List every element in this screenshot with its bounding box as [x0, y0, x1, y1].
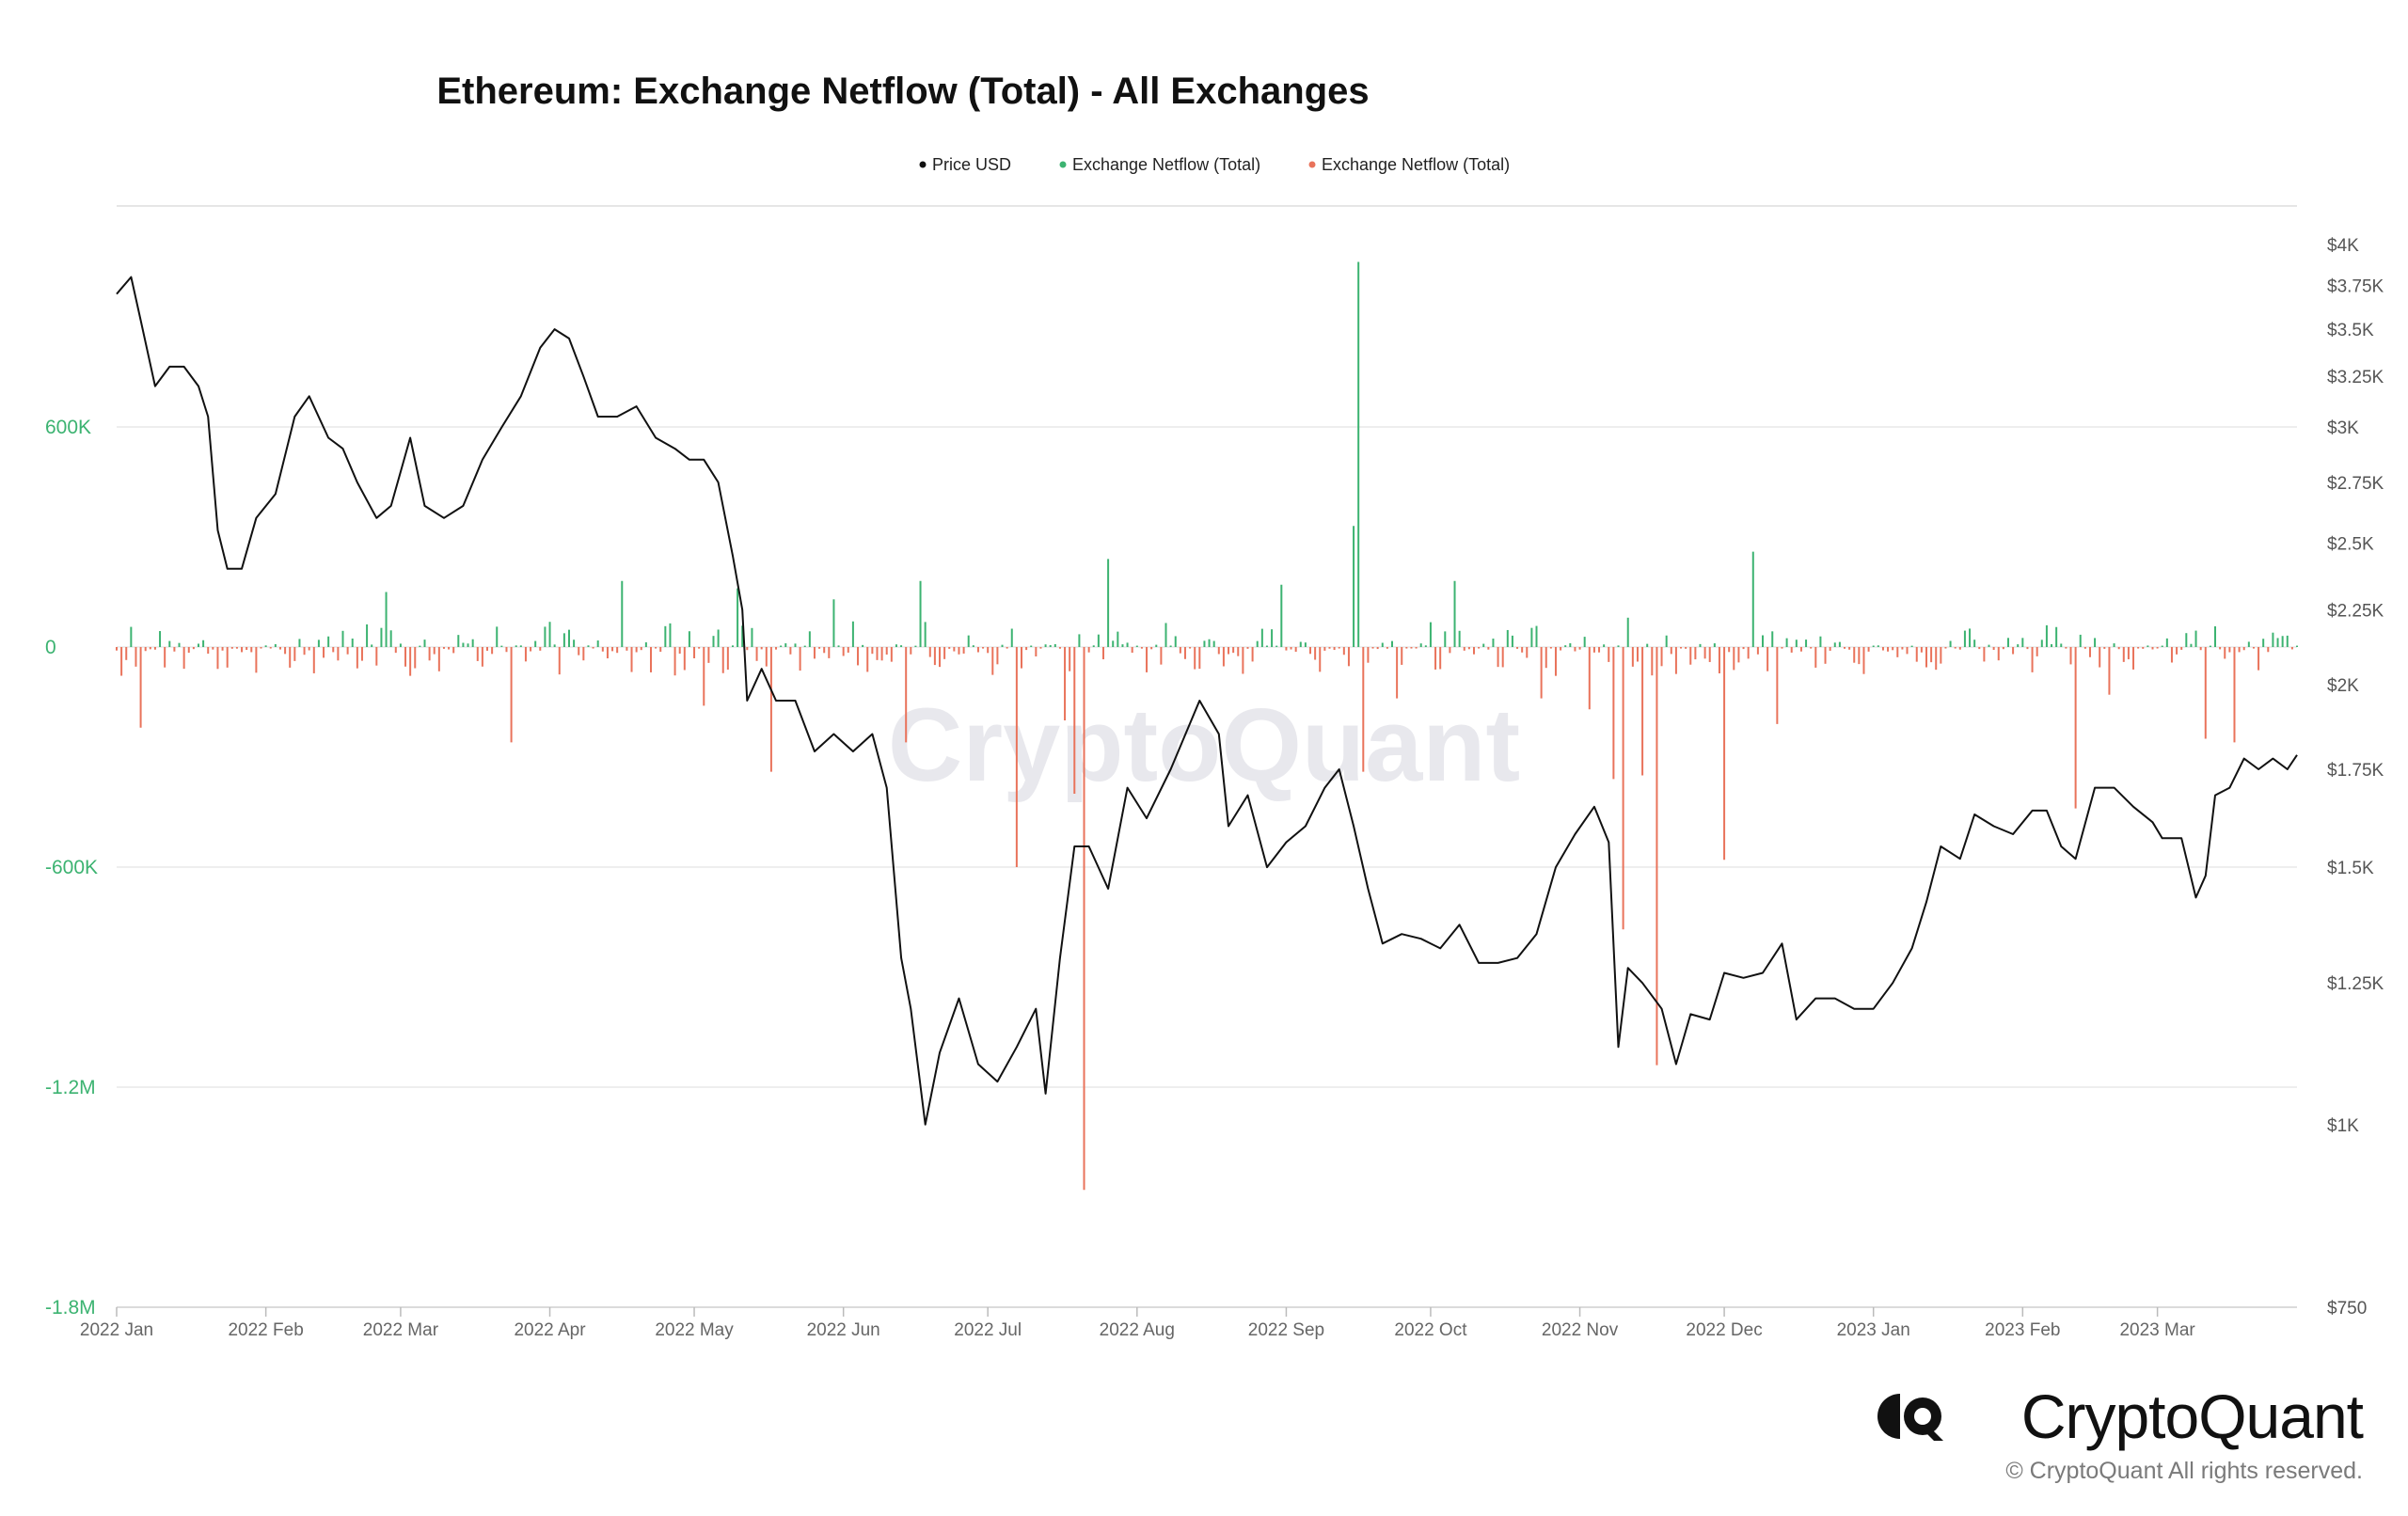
x-tick-label: 2022 Jan [80, 1320, 153, 1340]
right-tick-label: $3.5K [2327, 321, 2374, 340]
right-tick-label: $3K [2327, 418, 2359, 438]
cryptoquant-logo-icon [1877, 1394, 1943, 1441]
right-tick-label: $1.25K [2327, 974, 2384, 994]
gridlines [117, 426, 2297, 1308]
copyright-text: © CryptoQuant All rights reserved. [2005, 1458, 2363, 1484]
x-tick-label: 2022 Nov [1542, 1320, 1619, 1340]
legend-label-price: Price USD [932, 155, 1011, 174]
x-tick-label: 2022 Jul [954, 1320, 1022, 1340]
right-tick-label: $1.75K [2327, 761, 2384, 781]
left-tick-label: 600K [45, 417, 91, 438]
x-tick-label: 2022 Sep [1248, 1320, 1324, 1340]
right-tick-label: $2.75K [2327, 474, 2384, 494]
brand-logo: CryptoQuant [1874, 1381, 2364, 1465]
chart-title: Ethereum: Exchange Netflow (Total) - All… [436, 71, 1369, 112]
x-tick-label: 2022 Mar [363, 1320, 439, 1340]
x-tick-label: 2022 May [655, 1320, 734, 1340]
legend: Price USD Exchange Netflow (Total) Excha… [919, 155, 1510, 174]
legend-label-netflow-negative: Exchange Netflow (Total) [1322, 155, 1510, 174]
x-tick-label: 2023 Mar [2119, 1320, 2195, 1340]
watermark: CryptoQuant [888, 687, 1520, 803]
right-tick-label: $2.25K [2327, 601, 2384, 621]
legend-label-netflow-positive: Exchange Netflow (Total) [1072, 155, 1260, 174]
price-line [116, 276, 2298, 1126]
right-tick-label: $3.25K [2327, 368, 2384, 387]
right-tick-label: $750 [2327, 1299, 2367, 1319]
right-tick-label: $1K [2327, 1116, 2359, 1136]
x-tick-label: 2023 Jan [1837, 1320, 1910, 1340]
legend-marker-netflow-negative [1308, 161, 1316, 168]
left-tick-label: 0 [45, 637, 56, 658]
right-tick-label: $2.5K [2327, 534, 2374, 554]
legend-marker-netflow-positive [1059, 161, 1067, 168]
netflow-bars [116, 261, 2298, 1191]
x-axis-ticks: 2022 Jan 2022 Feb 2022 Mar 2022 Apr 2022 May… [80, 1307, 2195, 1340]
left-tick-label: -1.8M [45, 1297, 96, 1319]
x-tick-label: 2023 Feb [1985, 1320, 2060, 1340]
x-tick-label: 2022 Apr [514, 1320, 586, 1340]
right-tick-label: $3.75K [2327, 277, 2384, 297]
right-tick-label: $2K [2327, 676, 2359, 696]
x-tick-label: 2022 Dec [1686, 1320, 1762, 1340]
right-tick-label: $4K [2327, 236, 2359, 256]
left-tick-label: -600K [45, 857, 98, 878]
brand-wordmark: CryptoQuant [2020, 1382, 2364, 1451]
x-tick-label: 2022 Feb [228, 1320, 303, 1340]
left-axis-ticks: 600K 0 -600K -1.2M -1.8M [45, 417, 98, 1319]
legend-marker-price [919, 161, 927, 168]
left-tick-label: -1.2M [45, 1077, 96, 1098]
right-axis-ticks: $4K $3.75K $3.5K $3.25K $3K $2.75K $2.5K $2.25K… [2327, 236, 2384, 1319]
x-tick-label: 2022 Oct [1394, 1320, 1467, 1340]
x-tick-label: 2022 Aug [1100, 1320, 1175, 1340]
right-tick-label: $1.5K [2327, 859, 2374, 878]
x-tick-label: 2022 Jun [807, 1320, 880, 1340]
